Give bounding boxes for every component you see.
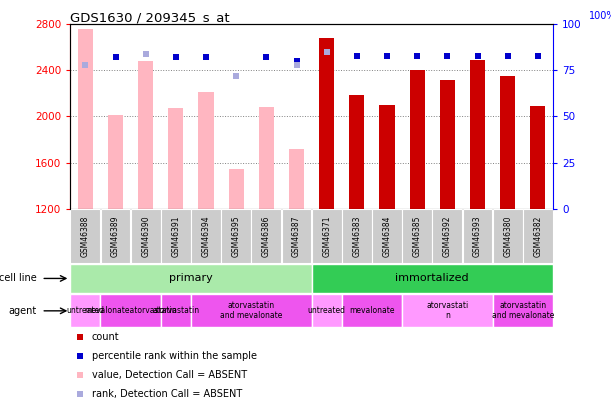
Bar <box>379 105 395 209</box>
Bar <box>440 79 455 209</box>
Text: GSM46384: GSM46384 <box>382 215 392 257</box>
Bar <box>138 61 153 209</box>
Bar <box>342 209 372 263</box>
Bar <box>372 209 402 263</box>
Text: GSM46393: GSM46393 <box>473 215 482 257</box>
Text: GSM46389: GSM46389 <box>111 215 120 257</box>
Bar <box>70 294 100 327</box>
Text: GSM46382: GSM46382 <box>533 215 543 257</box>
Bar <box>312 294 342 327</box>
Bar <box>259 107 274 209</box>
Bar <box>131 209 161 263</box>
Text: cell line: cell line <box>0 273 37 283</box>
Text: GSM46380: GSM46380 <box>503 215 512 257</box>
Text: primary: primary <box>169 273 213 283</box>
Bar <box>433 209 463 263</box>
Bar <box>78 29 93 209</box>
Text: atorvastatin: atorvastatin <box>152 306 199 315</box>
Text: GSM46371: GSM46371 <box>322 215 331 257</box>
Bar <box>199 92 214 209</box>
Text: GSM46385: GSM46385 <box>412 215 422 257</box>
Bar <box>221 209 251 263</box>
Bar <box>70 209 100 263</box>
Bar <box>470 60 485 209</box>
Text: untreated: untreated <box>308 306 346 315</box>
Bar <box>101 209 131 263</box>
Text: GSM46391: GSM46391 <box>171 215 180 257</box>
Bar <box>492 294 553 327</box>
Text: atorvastatin
and mevalonate: atorvastatin and mevalonate <box>220 301 282 320</box>
Bar <box>251 209 281 263</box>
Bar <box>342 294 402 327</box>
Text: count: count <box>92 333 120 342</box>
Bar <box>191 294 312 327</box>
Bar <box>312 264 553 293</box>
Text: GSM46388: GSM46388 <box>81 215 90 257</box>
Text: GSM46387: GSM46387 <box>292 215 301 257</box>
Bar <box>349 94 364 209</box>
Bar <box>191 209 221 263</box>
Text: agent: agent <box>8 306 37 316</box>
Bar <box>282 209 312 263</box>
Bar <box>523 209 553 263</box>
Bar <box>168 109 183 209</box>
Text: value, Detection Call = ABSENT: value, Detection Call = ABSENT <box>92 370 247 380</box>
Bar <box>463 209 492 263</box>
Bar <box>492 209 522 263</box>
Bar <box>161 294 191 327</box>
Bar <box>289 149 304 209</box>
Text: atorvastatin
and mevalonate: atorvastatin and mevalonate <box>492 301 554 320</box>
Text: 100%: 100% <box>589 11 611 21</box>
Bar <box>402 209 432 263</box>
Bar <box>108 115 123 209</box>
Bar <box>312 209 342 263</box>
Bar <box>100 294 161 327</box>
Text: GSM46395: GSM46395 <box>232 215 241 257</box>
Text: GSM46394: GSM46394 <box>202 215 211 257</box>
Bar <box>409 70 425 209</box>
Text: GSM46390: GSM46390 <box>141 215 150 257</box>
Bar <box>319 38 334 209</box>
Bar <box>229 169 244 209</box>
Text: rank, Detection Call = ABSENT: rank, Detection Call = ABSENT <box>92 389 242 399</box>
Text: GDS1630 / 209345_s_at: GDS1630 / 209345_s_at <box>70 11 230 24</box>
Bar <box>70 264 312 293</box>
Text: mevalonate: mevalonate <box>349 306 395 315</box>
Text: immortalized: immortalized <box>395 273 469 283</box>
Text: GSM46386: GSM46386 <box>262 215 271 257</box>
Text: GSM46383: GSM46383 <box>353 215 361 257</box>
Bar <box>530 106 546 209</box>
Bar <box>161 209 191 263</box>
Text: percentile rank within the sample: percentile rank within the sample <box>92 351 257 361</box>
Text: atorvastati
n: atorvastati n <box>426 301 469 320</box>
Text: mevalonateatorvastatin: mevalonateatorvastatin <box>84 306 177 315</box>
Text: GSM46392: GSM46392 <box>443 215 452 257</box>
Bar <box>402 294 492 327</box>
Text: untreated: untreated <box>67 306 104 315</box>
Bar <box>500 76 515 209</box>
